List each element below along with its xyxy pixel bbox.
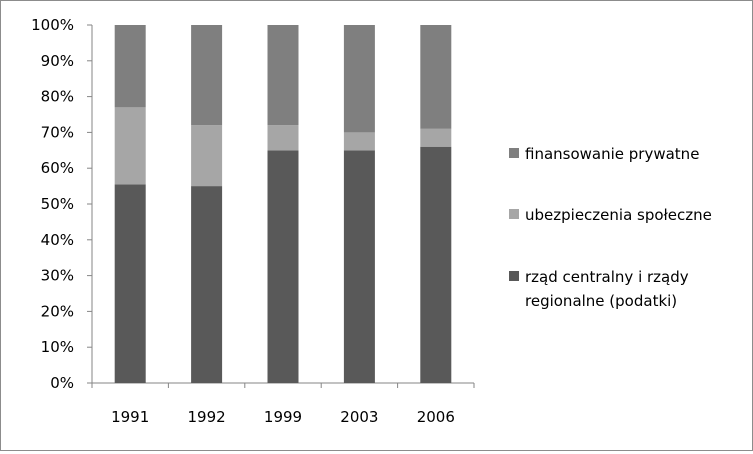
y-tick-label: 70% — [41, 123, 74, 141]
x-axis-ticks: 1991 1992 1999 2003 2006 — [91, 383, 475, 426]
bar-segment-2003-series-2 — [343, 25, 375, 133]
y-tick-label: 30% — [41, 267, 74, 285]
x-tick-label: 1999 — [264, 408, 302, 426]
bar-segment-2006-series-1 — [420, 128, 452, 147]
bar-segment-2003-series-0 — [343, 150, 375, 383]
bars — [114, 25, 452, 383]
x-tick-label: 1992 — [188, 408, 226, 426]
y-tick-label: 90% — [41, 52, 74, 70]
bar-segment-1999-series-1 — [267, 125, 299, 151]
bar-segment-1992-series-0 — [191, 186, 223, 383]
bar-segment-1999-series-0 — [267, 150, 299, 383]
x-tick-label: 2003 — [340, 408, 378, 426]
y-tick-label: 0% — [50, 374, 74, 392]
legend-swatch — [509, 209, 519, 219]
bar-segment-1992-series-2 — [191, 25, 223, 126]
legend-label: ubezpieczenia społeczne — [525, 206, 712, 224]
x-tick-label: 2006 — [417, 408, 455, 426]
bar-segment-1999-series-2 — [267, 25, 299, 126]
bar-segment-2006-series-0 — [420, 146, 452, 383]
legend-label: regionalne (podatki) — [525, 292, 677, 310]
legend-swatch — [509, 271, 519, 281]
y-tick-label: 60% — [41, 159, 74, 177]
x-tick-label: 1991 — [111, 408, 149, 426]
y-axis-ticks: 0% 10% 20% 30% 40% 50% 60% 70% 80% 90% 100% — [31, 16, 92, 392]
bar-segment-1991-series-1 — [114, 107, 146, 185]
legend-label: finansowanie prywatne — [525, 145, 699, 163]
y-tick-label: 50% — [41, 195, 74, 213]
y-tick-label: 10% — [41, 338, 74, 356]
legend-label: rząd centralny i rządy — [525, 268, 689, 286]
legend-swatch — [509, 148, 519, 158]
y-tick-label: 100% — [31, 16, 74, 34]
y-tick-label: 40% — [41, 231, 74, 249]
bar-segment-1991-series-2 — [114, 25, 146, 108]
legend: finansowanie prywatne ubezpieczenia społe… — [509, 145, 712, 310]
bar-segment-2006-series-2 — [420, 25, 452, 129]
y-tick-label: 80% — [41, 88, 74, 106]
y-tick-label: 20% — [41, 302, 74, 320]
bar-segment-2003-series-1 — [343, 132, 375, 151]
bar-segment-1992-series-1 — [191, 125, 223, 187]
bar-segment-1991-series-0 — [114, 184, 146, 383]
